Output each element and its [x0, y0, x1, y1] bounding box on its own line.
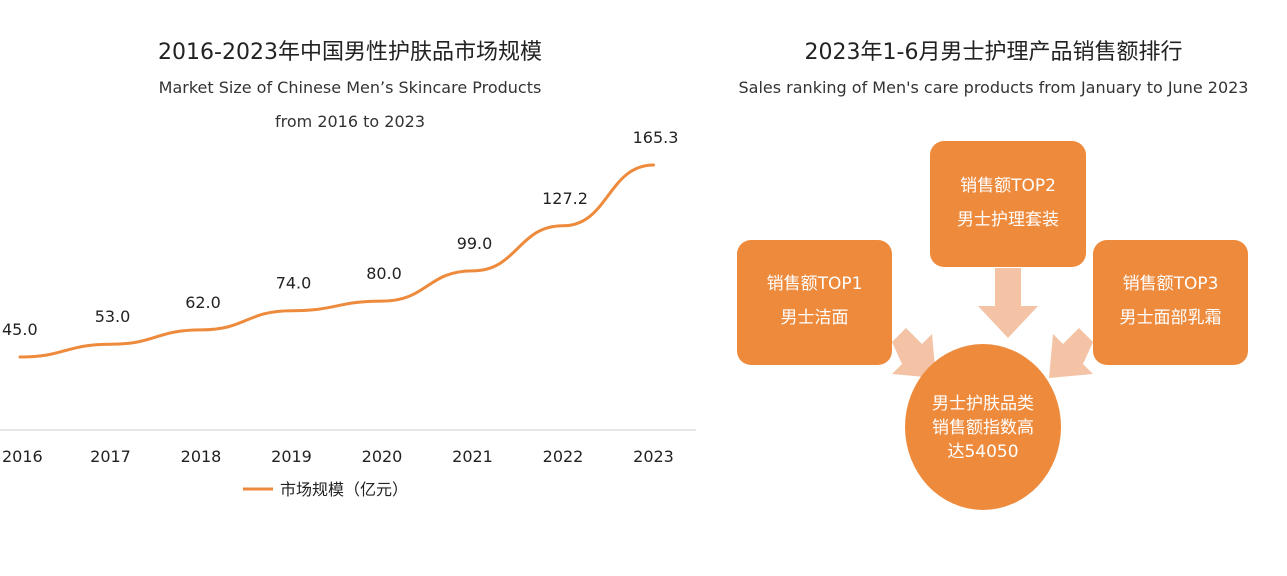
chart-subtitle-line1: Market Size of Chinese Men’s Skincare Pr…: [158, 78, 542, 97]
chart-title: 2016-2023年中国男性护肤品市场规模: [158, 40, 542, 65]
x-tick-label: 2023: [633, 447, 674, 466]
market-size-chart-panel: 2016-2023年中国男性护肤品市场规模 Market Size of Chi…: [0, 40, 696, 499]
series-line: [18, 163, 655, 359]
rank-box-top3: 销售额TOP3 男士面部乳霜: [1093, 240, 1248, 365]
rank-box-top1: 销售额TOP1 男士洁面: [737, 240, 892, 365]
chart-subtitle-line2: from 2016 to 2023: [275, 112, 425, 131]
rank-label: 销售额TOP3: [1122, 274, 1219, 294]
rank-product: 男士面部乳霜: [1119, 308, 1222, 328]
x-tick-label: 2020: [362, 447, 403, 466]
x-tick-label: 2022: [543, 447, 584, 466]
x-tick-label: 2019: [271, 447, 312, 466]
x-tick-label: 2017: [90, 447, 131, 466]
x-tick-label: 2016: [2, 447, 43, 466]
rank-box-top2: 销售额TOP2 男士护理套装: [930, 141, 1086, 267]
data-label: 53.0: [95, 307, 131, 326]
rank-label: 销售额TOP1: [766, 274, 863, 294]
rank-product: 男士护理套装: [957, 210, 1059, 230]
rank-product: 男士洁面: [780, 308, 849, 328]
summary-circle: 男士护肤品类 销售额指数高 达54050: [905, 344, 1061, 510]
rank-label: 销售额TOP2: [960, 176, 1056, 196]
data-label: 165.3: [633, 128, 679, 147]
data-label: 127.2: [542, 189, 588, 208]
arrow-right-icon: [892, 328, 936, 378]
line-chart: 45.0 53.0 62.0 74.0 80.0 99.0 127.2 165.3 2016 20…: [0, 128, 696, 499]
sales-ranking-panel: 2023年1-6月男士护理产品销售额排行 Sales ranking of Me…: [700, 0, 1287, 576]
summary-line3: 达54050: [947, 442, 1019, 462]
summary-line1: 男士护肤品类: [932, 394, 1034, 414]
x-tick-label: 2018: [181, 447, 222, 466]
data-label: 45.0: [2, 320, 38, 339]
summary-line2: 销售额指数高: [932, 418, 1034, 438]
data-label: 62.0: [185, 293, 221, 312]
x-tick-label: 2021: [452, 447, 493, 466]
arrows-layer: [892, 268, 1093, 378]
ranking-title: 2023年1-6月男士护理产品销售额排行: [804, 40, 1183, 65]
data-label: 74.0: [276, 274, 312, 293]
data-label: 80.0: [366, 264, 402, 283]
arrow-left-icon: [1049, 328, 1093, 378]
data-label: 99.0: [457, 234, 493, 253]
ranking-subtitle: Sales ranking of Men's care products fro…: [738, 78, 1249, 97]
arrow-down-icon: [978, 268, 1038, 338]
legend-label: 市场规模（亿元）: [280, 480, 408, 499]
